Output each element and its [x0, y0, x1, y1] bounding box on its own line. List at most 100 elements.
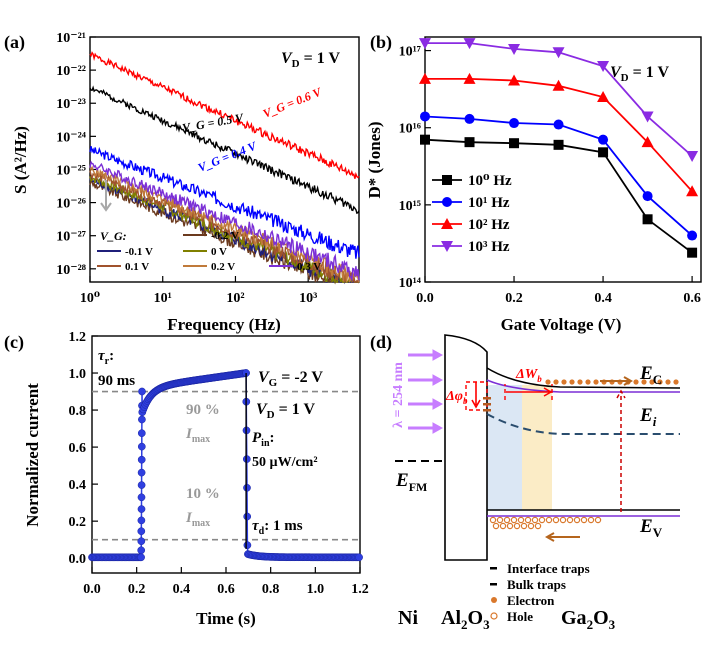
hole: [510, 516, 518, 524]
y-tick-label: 10⁻²⁶: [56, 197, 86, 212]
legend-label: 0 V: [211, 246, 227, 258]
legend-label: 10¹ Hz: [468, 195, 510, 211]
ec-label: EC: [639, 363, 662, 387]
ev-label: EV: [639, 516, 663, 540]
circle-marker: [598, 134, 609, 145]
triangle-up-marker: [641, 136, 654, 148]
hole: [524, 516, 532, 524]
barrier-arrow-icon: [471, 382, 481, 409]
hole: [566, 516, 574, 524]
imax-label-90: Imax: [185, 426, 210, 445]
tau-r-label: τr:: [98, 348, 114, 367]
label-vg-06: V_G = 0.6 V: [261, 84, 324, 120]
y-tick-label: 1.0: [69, 367, 87, 382]
hole: [527, 522, 535, 530]
data-point: [137, 537, 146, 546]
label-vg-05: V_G = 0.5 V: [181, 110, 245, 135]
width-arrow-icon: [506, 387, 553, 397]
triangle-up-marker: [463, 72, 476, 84]
panel-b-xlabel: Gate Voltage (V): [501, 315, 622, 334]
x-tick-label: 1.2: [351, 582, 369, 597]
electron: [569, 379, 575, 385]
hole: [545, 516, 553, 524]
hole: [580, 516, 588, 524]
square-marker: [464, 137, 475, 148]
y-tick-label: 10⁻²⁷: [56, 230, 86, 245]
hole: [587, 516, 595, 524]
hole: [499, 522, 507, 530]
y-tick-label: 10¹⁵: [399, 199, 421, 214]
data-point: [355, 553, 363, 562]
x-tick-label: 0.8: [262, 582, 280, 597]
series-line-05V: [89, 85, 360, 215]
panel-c-ylabel: Normalized current: [23, 383, 42, 527]
ni-label: Ni: [398, 607, 418, 629]
panel-a-frame: [89, 36, 360, 283]
hole: [531, 516, 539, 524]
imax-label-10: Imax: [185, 510, 210, 529]
uv-light-arrows: [408, 349, 444, 434]
panel-b-letter: (b): [370, 32, 392, 53]
circle-marker: [420, 111, 430, 122]
data-point: [137, 493, 146, 502]
x-tick-label: 0.0: [416, 291, 434, 306]
y-tick-label: 0.4: [69, 478, 87, 493]
hole: [559, 516, 567, 524]
triangle-up-marker: [419, 72, 431, 84]
panel-c-letter: (c): [4, 332, 24, 353]
electron: [633, 379, 639, 385]
ga2o3-label: Ga2O3: [561, 607, 616, 632]
circle-marker: [509, 118, 520, 129]
x-tick-label: 1.0: [307, 582, 325, 597]
hole: [513, 522, 521, 530]
legend-label: 0.3 V: [297, 261, 321, 273]
panel-b-vd-note: VD = 1 V: [610, 64, 669, 84]
electron: [665, 379, 671, 385]
circle-marker: [442, 197, 452, 207]
panel-c: (c) 0.0 0.0 0.2 0.2 0.4 0.4 0.6 0.6 0.8 0.8 1.0 1.0…: [4, 330, 369, 628]
depletion-region-yellow: [522, 385, 552, 510]
triangle-down-marker: [441, 241, 453, 252]
panel-a-vd-note: VD = 1 V: [281, 50, 340, 70]
legend-label: 10³ Hz: [468, 239, 510, 255]
data-point: [138, 387, 146, 396]
electron: [585, 379, 591, 385]
intrinsic-level: [486, 413, 680, 435]
panel-b-series: [419, 38, 699, 258]
depletion-region-blue: [487, 385, 522, 510]
legend-label: -0.2 V: [211, 230, 239, 242]
triangle-down-marker: [597, 61, 610, 73]
pct10-label: 10 %: [186, 486, 220, 502]
electron: [649, 379, 655, 385]
y-tick-label: 10⁻²³: [56, 97, 86, 112]
triangle-down-marker: [419, 38, 431, 50]
panel-d: (d): [370, 332, 681, 632]
y-tick-label: 10⁻²⁵: [56, 163, 86, 178]
pin-value: 50 µW/cm²: [252, 455, 318, 470]
data-point: [138, 415, 146, 424]
triangle-up-marker: [686, 185, 699, 197]
hole: [520, 522, 528, 530]
circle-marker: [687, 230, 698, 241]
y-tick-label: 10⁻²⁸: [56, 263, 86, 278]
hole: [594, 516, 602, 524]
legend-label: 0.2 V: [211, 261, 235, 273]
down-arrow-icon: [100, 180, 112, 212]
circle-marker: [553, 119, 564, 130]
data-point: [243, 541, 252, 550]
hole: [534, 522, 542, 530]
wavelength-label: λ = 254 nm: [391, 362, 406, 428]
x-tick-label: 10¹: [154, 291, 172, 306]
series-line-04V: [89, 146, 360, 259]
legend-bulk-traps: Bulk traps: [507, 577, 566, 592]
panel-c-xlabel: Time (s): [196, 609, 256, 628]
data-point: [243, 483, 251, 492]
hole: [506, 522, 514, 530]
series-line-06V: [89, 51, 360, 179]
hole: [492, 522, 500, 530]
legend-label: 10⁰ Hz: [468, 173, 512, 189]
circle-marker: [642, 191, 653, 202]
conduction-band-shifted: [486, 379, 680, 393]
hole: [503, 516, 511, 524]
